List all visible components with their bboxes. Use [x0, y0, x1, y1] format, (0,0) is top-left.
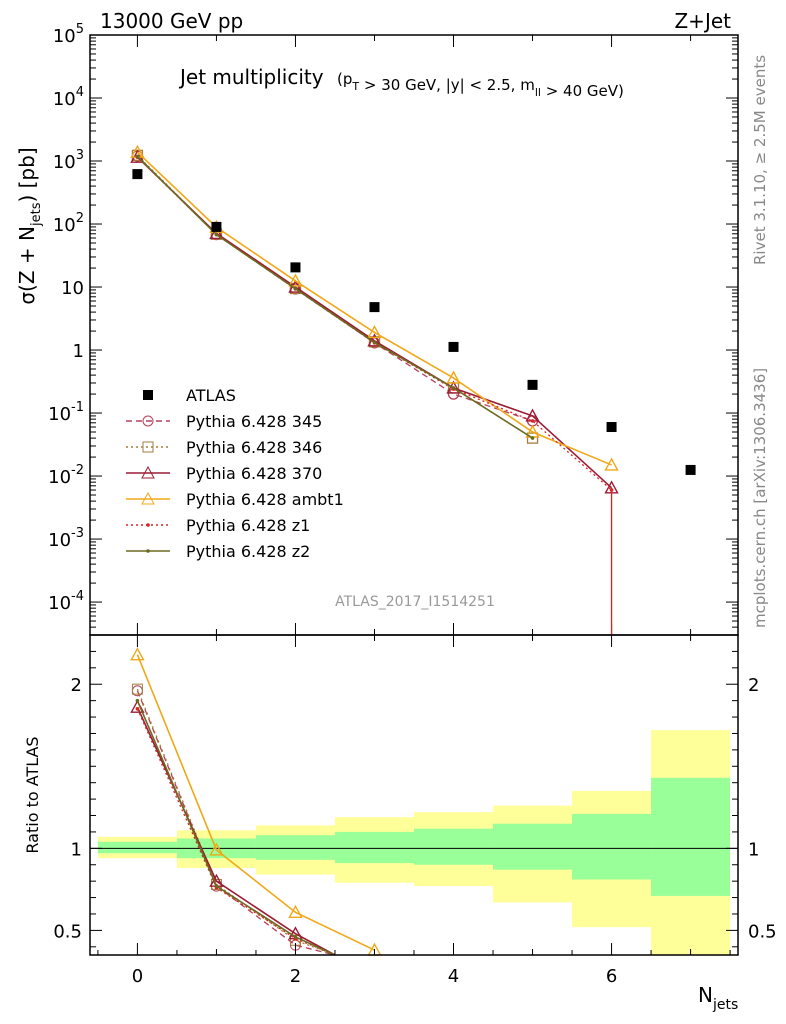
y-tick-label: 10-3 [48, 526, 84, 551]
ratio-y-tick-label-right: 2 [748, 675, 759, 696]
y-tick-label: 10-2 [48, 463, 84, 488]
data-point [372, 340, 377, 345]
ratio-y-tick-label-right: 0.5 [748, 921, 777, 942]
legend-label: Pythia 6.428 346 [186, 438, 322, 457]
data-point [293, 286, 298, 291]
ratio-y-tick-label-right: 1 [748, 839, 759, 860]
legend-marker [146, 549, 150, 553]
atlas-point [211, 221, 222, 232]
uncertainty-band-inner [414, 828, 494, 865]
x-tick-label: 6 [606, 966, 617, 987]
data-point [214, 232, 219, 237]
ratio-y-tick-label: 2 [71, 675, 82, 696]
legend-marker [141, 491, 155, 505]
legend: ATLAS Pythia 6.428 345 Pythia 6.428 346 Pyt… [126, 386, 344, 561]
data-point [530, 436, 535, 440]
ratio-point [293, 935, 298, 939]
ratio-point [135, 707, 140, 711]
data-point [604, 457, 619, 471]
y-tick-label: 105 [53, 22, 84, 47]
main-y-axis-label: σ(Z + Njets) [pb] [15, 147, 44, 304]
side-label-mcplots: mcplots.cern.ch [arXiv:1306.3436] [751, 368, 769, 628]
ratio-y-tick-label: 0.5 [53, 921, 82, 942]
x-axis-label: Njets [698, 983, 738, 1013]
legend-label: Pythia 6.428 z2 [186, 542, 310, 561]
legend-marker-atlas [143, 390, 153, 400]
atlas-point [369, 302, 380, 313]
ratio-point [209, 842, 224, 856]
data-point [367, 325, 382, 339]
uncertainty-band-inner [572, 813, 652, 880]
uncertainty-band-inner [493, 823, 573, 870]
data-point [135, 154, 140, 159]
atlas-point [448, 341, 459, 352]
data-point [530, 419, 535, 423]
ratio-line [136, 688, 336, 956]
energy-label: 13000 GeV pp [100, 9, 243, 33]
main-subtitle: (pT > 30 GeV, |y| < 2.5, mll > 40 GeV) [337, 70, 624, 100]
side-label-rivet: Rivet 3.1.10, ≥ 2.5M events [751, 55, 769, 265]
ratio-y-tick-label: 1 [71, 839, 82, 860]
ratio-line [136, 690, 336, 956]
y-tick-label: 103 [53, 148, 84, 173]
atlas-point [527, 379, 538, 390]
y-tick-label: 10-1 [48, 400, 84, 425]
x-tick-label: 0 [132, 966, 143, 987]
ratio-point [288, 904, 303, 919]
y-tick-label: 102 [53, 211, 84, 236]
atlas-point [685, 464, 696, 475]
legend-label: Pythia 6.428 ambt1 [186, 490, 344, 509]
data-point [451, 386, 456, 390]
legend-label: Pythia 6.428 370 [186, 464, 322, 483]
y-tick-label: 104 [53, 85, 84, 110]
data-point [289, 282, 302, 295]
data-point [288, 273, 303, 287]
x-tick-label: 2 [290, 966, 301, 987]
y-tick-label: 10 [61, 278, 84, 299]
ratio-y-axis-label: Ratio to ATLAS [23, 736, 42, 853]
uncertainty-band-inner [255, 835, 335, 860]
legend-marker [142, 441, 154, 453]
y-tick-label: 1 [73, 341, 84, 362]
legend-label: Pythia 6.428 345 [186, 412, 322, 431]
data-point [526, 432, 539, 444]
atlas-point [290, 262, 301, 273]
uncertainty-band-inner [651, 777, 731, 896]
data-point [446, 370, 461, 384]
process-label: Z+Jet [674, 9, 731, 33]
atlas-point [606, 422, 617, 433]
legend-marker [146, 523, 150, 527]
x-tick-label: 4 [448, 966, 459, 987]
uncertainty-band-inner [334, 831, 414, 864]
series-line [136, 155, 533, 439]
uncertainty-band-inner [97, 841, 177, 854]
atlas-point [132, 169, 143, 180]
analysis-tag: ATLAS_2017_I1514251 [335, 594, 495, 610]
y-tick-label: 10-4 [48, 589, 84, 614]
ratio-point [131, 683, 143, 695]
legend-marker [142, 415, 154, 427]
legend-marker [141, 465, 155, 479]
ratio-point [130, 647, 145, 661]
ratio-point [135, 698, 140, 703]
legend-label: ATLAS [186, 386, 236, 405]
ratio-line [136, 654, 375, 951]
ratio-plot-area: 0.5 0.5 1 1 2 2 0 2 4 6 [53, 634, 777, 987]
main-title: Jet multiplicity [178, 65, 324, 89]
ratio-line [136, 700, 336, 956]
main-plot-area: 10-4 10-3 10-2 10-1 1 10 102 103 104 105 [48, 22, 739, 636]
legend-label: Pythia 6.428 z1 [186, 516, 310, 535]
ratio-point [214, 884, 219, 888]
series-line [136, 155, 533, 422]
